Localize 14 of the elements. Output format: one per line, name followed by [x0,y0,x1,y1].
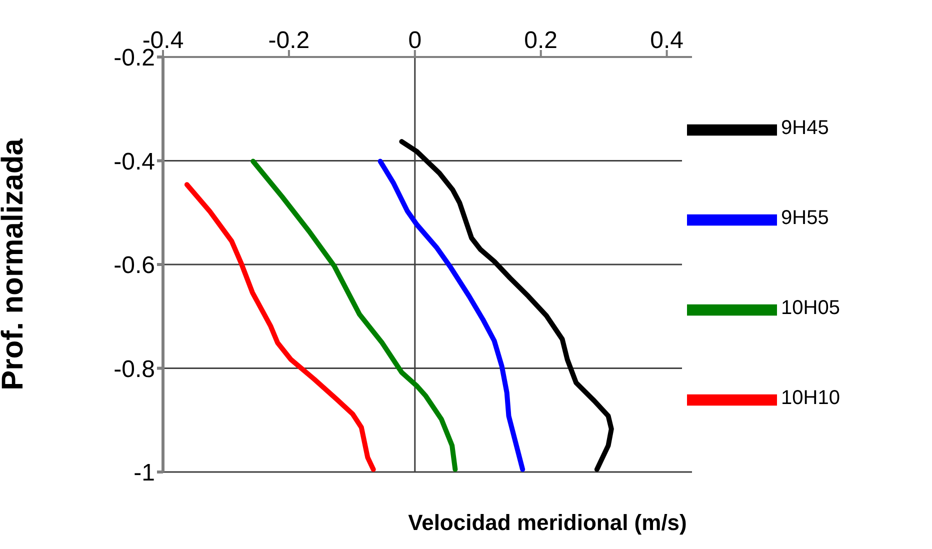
y-tick-label: -0.4 [114,148,155,176]
y-tick-label: -0.6 [114,252,155,280]
x-tick-label: 0.4 [650,27,684,54]
legend-label: 9H55 [781,207,829,230]
x-tick-label: 0 [408,27,422,54]
y-tick-label: -1 [134,460,155,487]
legend-label: 10H10 [781,387,840,410]
x-tick-label: 0.2 [524,27,558,54]
x-axis-title: Velocidad meridional (m/s) [407,510,688,536]
legend-label: 10H05 [781,297,840,320]
legend-label: 9H45 [781,117,829,140]
x-tick-label: -0.2 [268,27,310,54]
y-tick-label: -0.8 [114,356,155,383]
y-axis-title: Prof. normalizada [0,138,30,390]
